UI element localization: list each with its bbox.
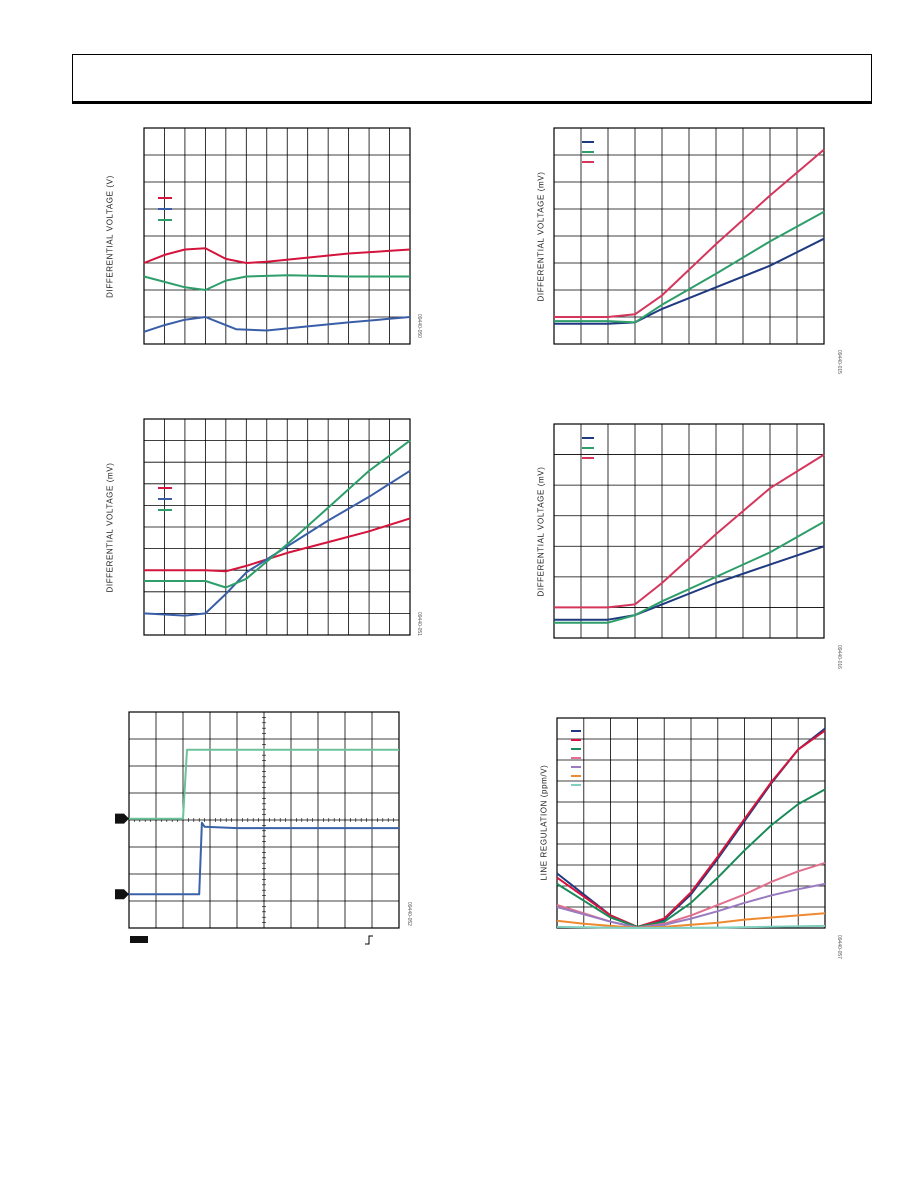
chart-3-ylabel: DIFFERENTIAL VOLTAGE (mV) [536, 171, 546, 302]
plot-frame [143, 418, 411, 636]
series-line-0 [129, 748, 399, 820]
chart-differential-voltage-v [143, 127, 411, 345]
chart-line-regulation [556, 717, 826, 929]
chart-4-ylabel: DIFFERENTIAL VOLTAGE (mV) [536, 466, 546, 597]
channel-marker-2 [115, 889, 129, 900]
series-line-4 [556, 882, 826, 929]
grid [554, 128, 824, 344]
plot-frame [553, 127, 825, 345]
trigger-edge-icon [365, 935, 373, 945]
series-line-0 [554, 545, 825, 621]
grid [554, 424, 824, 638]
chart-2-figure-id: 09440-052 [406, 902, 412, 926]
series-line-1 [143, 316, 411, 333]
grid [144, 419, 410, 635]
chart-4-figure-id: 09440-016 [836, 645, 842, 669]
header-rule [72, 102, 872, 104]
series-line-1 [554, 210, 825, 324]
series-line-1 [129, 821, 399, 896]
chart-5-figure-id: 09440-057 [836, 935, 842, 959]
plot-frame [143, 127, 411, 345]
chart-0-ylabel: DIFFERENTIAL VOLTAGE (V) [105, 175, 115, 298]
grid [144, 128, 410, 344]
chart-5-ylabel: LINE REGULATION (ppm/V) [539, 764, 549, 881]
chart-differential-voltage-mv-c [553, 423, 825, 639]
chart-0-figure-id: 09440-050 [416, 314, 422, 338]
series-line-1 [554, 520, 825, 624]
series-line-2 [144, 439, 411, 589]
series-line-0 [143, 247, 411, 264]
series-line-0 [554, 237, 825, 325]
chart-1-figure-id: 09440-051 [416, 612, 422, 636]
series-line-2 [554, 453, 825, 609]
series-line-2 [556, 788, 826, 928]
series-line-5 [556, 912, 826, 929]
series-line-2 [554, 148, 825, 318]
series-line-1 [556, 729, 826, 928]
series-line-6 [556, 924, 826, 929]
page-header [72, 54, 872, 102]
series-line-2 [143, 274, 410, 291]
series-line-1 [143, 469, 411, 617]
scope-status-block [130, 936, 148, 943]
channel-marker-1 [115, 813, 129, 824]
grid [557, 718, 825, 928]
plot-frame [553, 423, 825, 639]
grid [128, 711, 400, 929]
chart-scope-capture [115, 711, 400, 945]
chart-1-ylabel: DIFFERENTIAL VOLTAGE (mV) [105, 462, 115, 593]
chart-3-figure-id: 09440-015 [836, 350, 842, 374]
chart-differential-voltage-mv-a [143, 418, 411, 636]
plot-frame [128, 711, 400, 929]
chart-differential-voltage-mv-b [553, 127, 825, 345]
series-line-0 [144, 517, 411, 573]
